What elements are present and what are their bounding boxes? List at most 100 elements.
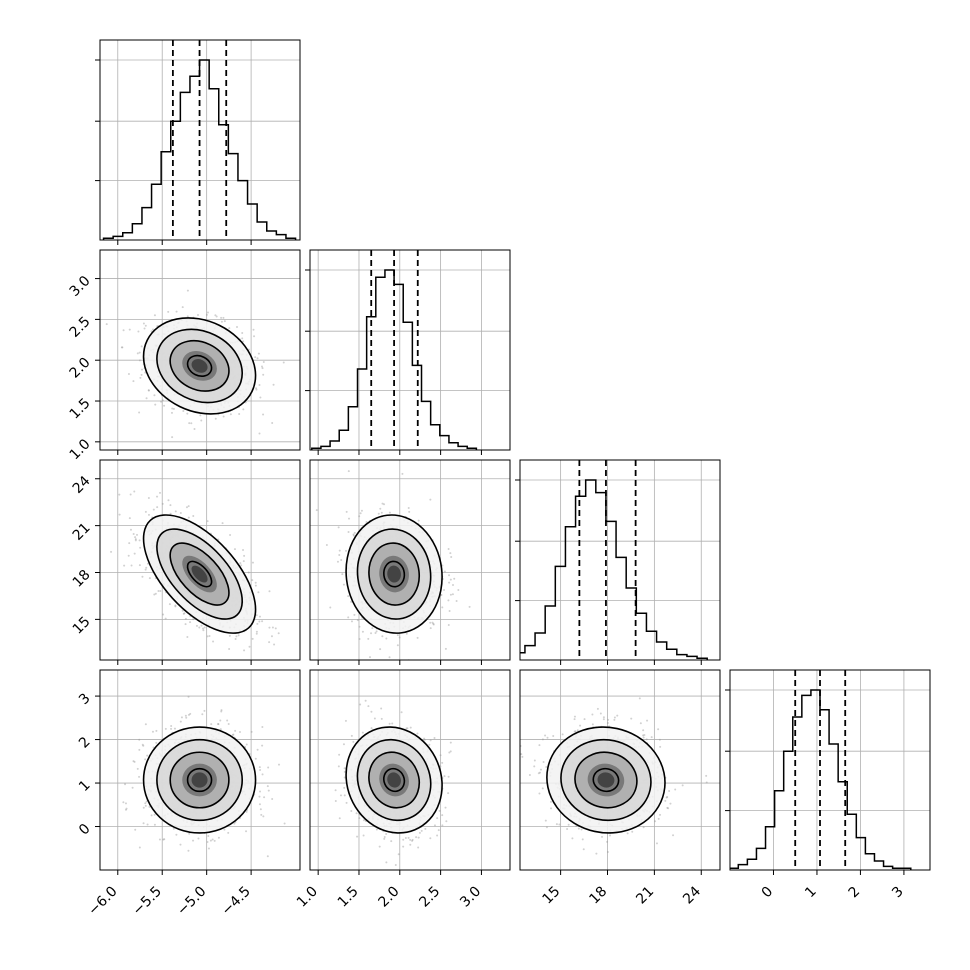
sample-point	[339, 794, 342, 797]
sample-point	[134, 828, 137, 831]
sample-point	[120, 346, 123, 349]
sample-point	[241, 332, 244, 335]
sample-point	[453, 577, 456, 580]
sample-point	[155, 741, 158, 744]
contour-line	[356, 738, 432, 822]
sample-point	[138, 748, 141, 751]
sample-point	[133, 490, 136, 493]
sample-point	[179, 720, 182, 723]
sample-point	[364, 699, 367, 702]
sample-point	[257, 352, 260, 355]
sample-point	[234, 729, 237, 732]
sample-point	[337, 526, 340, 529]
sample-point	[383, 837, 386, 840]
contour-line	[156, 528, 244, 620]
sample-point	[267, 766, 270, 769]
sample-point	[138, 411, 141, 414]
sample-point	[159, 590, 162, 593]
sample-point	[528, 774, 531, 777]
sample-point	[360, 509, 363, 512]
sample-point	[576, 729, 579, 732]
sample-point	[329, 606, 332, 609]
sample-point	[343, 767, 346, 770]
sample-point	[352, 740, 355, 743]
sample-point	[394, 864, 397, 867]
sample-point	[133, 552, 136, 555]
sample-point	[606, 840, 609, 843]
sample-point	[655, 842, 658, 845]
sample-point	[450, 556, 453, 559]
sample-point	[206, 520, 209, 523]
sample-point	[396, 634, 399, 637]
sample-point	[206, 311, 209, 314]
sample-point	[155, 729, 158, 732]
sample-point	[161, 399, 164, 402]
sample-point	[432, 622, 435, 625]
sample-point	[124, 808, 127, 811]
sample-point	[350, 600, 353, 603]
sample-point	[142, 744, 145, 747]
sample-point	[233, 822, 236, 825]
contour-line	[169, 542, 230, 606]
sample-point	[139, 376, 142, 379]
sample-point	[187, 505, 190, 508]
contour-line	[142, 726, 257, 834]
sample-point	[377, 512, 380, 515]
panel-3-0	[95, 669, 301, 875]
panel-frame	[99, 249, 301, 451]
sample-point	[255, 632, 258, 635]
sample-point	[132, 380, 135, 383]
sample-point	[358, 817, 361, 820]
sample-point	[202, 629, 205, 632]
sample-point	[445, 820, 448, 823]
sample-point	[261, 726, 264, 729]
sample-point	[184, 714, 187, 717]
sample-point	[274, 627, 277, 630]
sample-point	[235, 635, 238, 638]
sample-point	[358, 515, 361, 518]
panel-3-2	[519, 669, 721, 875]
sample-point	[642, 729, 645, 732]
sample-point	[124, 783, 127, 786]
density-level	[191, 565, 208, 583]
sample-point	[245, 830, 248, 833]
sample-point	[273, 643, 276, 646]
sample-point	[197, 314, 200, 317]
sample-point	[602, 716, 605, 719]
sample-point	[267, 789, 270, 792]
contour-line	[156, 328, 244, 404]
sample-point	[347, 595, 350, 598]
sample-point	[259, 396, 262, 399]
sample-point	[136, 533, 139, 536]
sample-point	[124, 802, 127, 805]
contour-line	[345, 726, 443, 834]
sample-point	[131, 786, 134, 789]
sample-point	[266, 855, 269, 858]
sample-point	[219, 719, 222, 722]
sample-point	[254, 581, 257, 584]
sample-point	[338, 554, 341, 557]
sample-point	[336, 560, 339, 563]
sample-point	[383, 503, 386, 506]
sample-point	[362, 819, 365, 822]
sample-point	[248, 645, 251, 648]
sample-point	[270, 635, 273, 638]
panel-frame	[99, 459, 301, 661]
sample-point	[353, 613, 356, 616]
sample-point	[337, 765, 340, 768]
sample-point	[449, 578, 452, 581]
sample-point	[141, 368, 144, 371]
sample-point	[268, 590, 271, 593]
sample-point	[144, 510, 147, 513]
sample-point	[164, 617, 167, 620]
sample-point	[448, 751, 451, 754]
sample-point	[182, 409, 185, 412]
sample-point	[147, 389, 150, 392]
sample-point	[251, 637, 254, 640]
sample-point	[192, 839, 195, 842]
sample-point	[258, 615, 261, 618]
sample-point	[144, 758, 147, 761]
sample-point	[657, 728, 660, 731]
sample-point	[154, 403, 157, 406]
sample-point	[359, 703, 362, 706]
